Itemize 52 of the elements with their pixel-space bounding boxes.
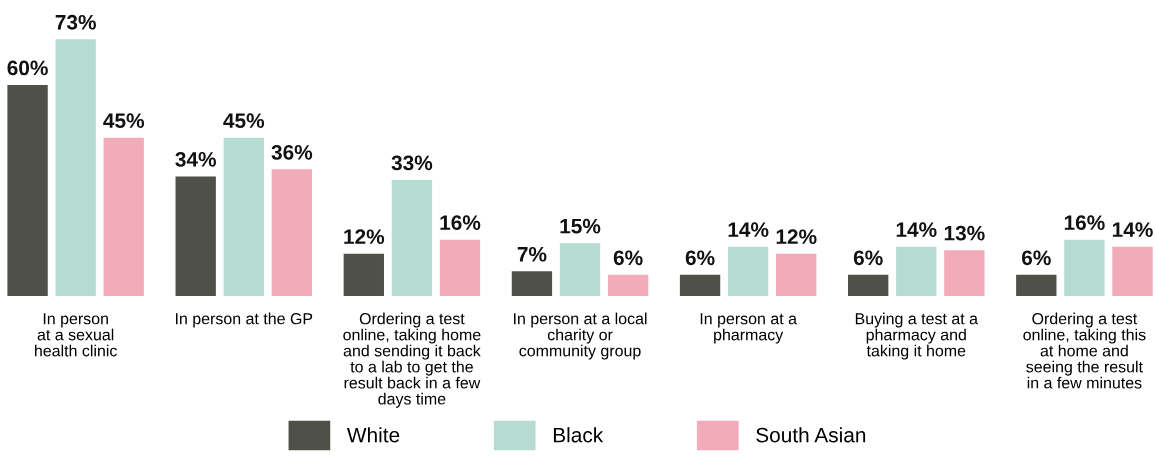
- data-label: 6%: [853, 250, 883, 266]
- data-label: 15%: [560, 218, 601, 234]
- bar: [391, 179, 433, 296]
- bar: [175, 176, 216, 296]
- bar: [727, 246, 769, 296]
- data-label: 6%: [685, 250, 715, 266]
- x-tick-label: In person at a sexual health clinic: [35, 313, 117, 357]
- data-label: 6%: [613, 250, 643, 266]
- bar: [607, 274, 649, 296]
- data-label: 16%: [1064, 215, 1105, 231]
- bar: [1016, 274, 1057, 296]
- bar: [559, 243, 601, 296]
- bar: [1064, 239, 1105, 296]
- legend-label: South Asian: [756, 427, 866, 443]
- bar: [679, 274, 721, 296]
- bar: [776, 253, 817, 296]
- data-label: 34%: [175, 151, 216, 167]
- data-label: 13%: [944, 225, 985, 241]
- x-tick-label: In person at the GP: [176, 312, 313, 328]
- data-label: 73%: [55, 14, 96, 30]
- bar: [7, 85, 48, 296]
- bar: [439, 239, 481, 296]
- x-tick-label: Buying a test at a pharmacy and taking it home: [855, 312, 978, 360]
- bar: [1112, 246, 1153, 296]
- data-label: 36%: [271, 144, 313, 160]
- data-label: 6%: [1022, 250, 1051, 266]
- data-label: 45%: [103, 113, 145, 129]
- data-label: 45%: [223, 113, 265, 129]
- data-label: 12%: [344, 229, 385, 245]
- data-label: 33%: [391, 155, 433, 171]
- data-label: 14%: [728, 222, 769, 237]
- bar: [944, 250, 985, 296]
- legend-label: White: [346, 427, 400, 443]
- bar: [343, 253, 384, 296]
- x-tick-label: Ordering a test online, taking home and sending it back to a lab to get the result back in a few days time: [343, 312, 481, 408]
- data-label: 60%: [7, 60, 48, 76]
- x-tick-label: In person at a pharmacy: [700, 313, 797, 344]
- data-label: 12%: [776, 229, 817, 245]
- bar: [271, 169, 313, 296]
- data-label: 14%: [1112, 222, 1153, 237]
- bar: [896, 246, 937, 296]
- bar: [223, 137, 264, 296]
- x-tick-label: In person at a local charity or community group: [514, 312, 647, 360]
- bar: [103, 137, 144, 296]
- bar: [511, 271, 553, 296]
- x-tick-label: Ordering a test online, taking this at home and seeing the result in a few minutes: [1023, 312, 1146, 389]
- data-label: 7%: [517, 246, 547, 262]
- bar: [848, 274, 889, 296]
- bar: [55, 39, 96, 296]
- data-label: 14%: [896, 222, 937, 237]
- data-label: 16%: [440, 215, 481, 231]
- legend-label: Black: [553, 427, 604, 443]
